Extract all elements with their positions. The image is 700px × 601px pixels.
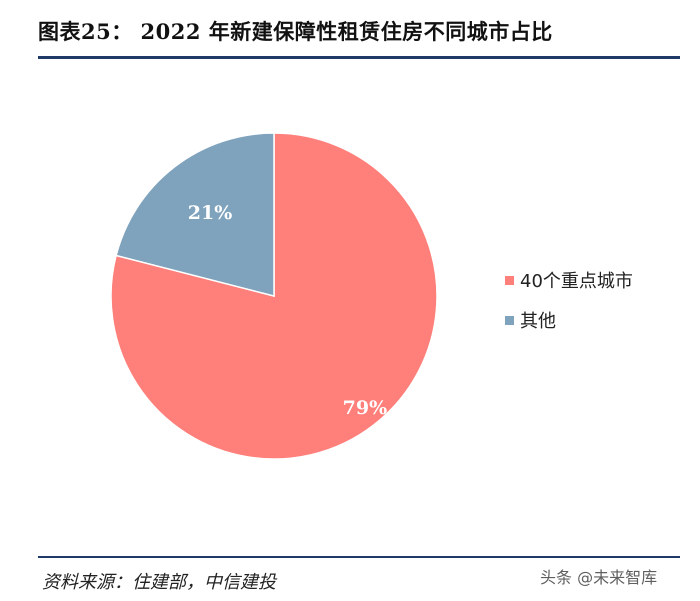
legend: 40个重点城市 其他 — [505, 260, 633, 340]
legend-item-other: 其他 — [505, 300, 633, 340]
pie-slice-key-cities — [110, 132, 438, 460]
data-label-key-cities: 79% — [343, 397, 388, 419]
title-divider — [38, 56, 680, 59]
legend-swatch — [505, 275, 514, 285]
pie-slice-other — [115, 132, 275, 297]
watermark: 头条 @未来智库 — [540, 564, 657, 588]
legend-item-key-cities: 40个重点城市 — [505, 260, 633, 300]
source-note: 资料来源：住建部，中信建投 — [42, 572, 276, 593]
pie-chart: 79% 21% — [110, 132, 438, 460]
data-label-other: 21% — [188, 202, 233, 224]
chart-header: 图表25： 2022 年新建保障性租赁住房不同城市占比 — [38, 16, 678, 56]
chart-title: 图表25： 2022 年新建保障性租赁住房不同城市占比 — [38, 19, 553, 44]
footer-divider — [38, 556, 680, 558]
watermark-text: 头条 @未来智库 — [540, 568, 658, 587]
legend-label: 其他 — [520, 311, 556, 332]
legend-label: 40个重点城市 — [520, 271, 633, 292]
legend-swatch — [505, 315, 514, 325]
